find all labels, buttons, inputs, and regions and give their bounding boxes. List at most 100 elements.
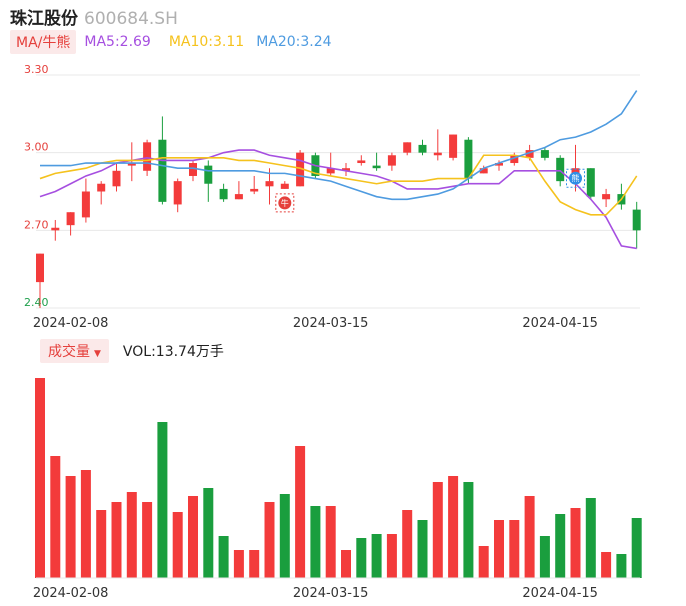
ma20-line — [40, 90, 638, 201]
candle-body — [326, 168, 335, 174]
candle-body — [479, 168, 488, 174]
chevron-down-icon: ▼ — [94, 349, 101, 359]
ma-selector-button[interactable]: MA/牛熊 — [10, 30, 77, 54]
volume-bar — [279, 494, 290, 578]
volume-bar — [524, 496, 535, 578]
volume-bar — [371, 534, 382, 578]
candle-body — [372, 165, 381, 169]
candlestick[interactable] — [189, 160, 197, 182]
candlestick[interactable] — [495, 160, 503, 171]
candlestick[interactable] — [464, 137, 473, 184]
volume-bar — [172, 512, 183, 578]
candlestick[interactable] — [602, 188, 611, 208]
volume-bar — [233, 550, 244, 578]
candlestick[interactable] — [387, 152, 396, 171]
title-row: 珠江股份 600684.SH — [10, 4, 178, 29]
candle-body — [632, 209, 641, 231]
candle-body — [66, 212, 75, 226]
candlestick[interactable] — [357, 155, 366, 166]
volume-bar — [631, 518, 642, 578]
candle-body — [189, 163, 197, 176]
candlestick[interactable] — [540, 147, 549, 161]
volume-bar — [341, 550, 351, 578]
volume-bar — [539, 536, 550, 578]
candlestick[interactable] — [265, 168, 274, 205]
candlestick[interactable] — [127, 142, 136, 182]
volume-bar — [402, 510, 413, 578]
candlestick[interactable] — [280, 181, 289, 189]
y-tick-label: 2.70 — [24, 218, 49, 231]
y-tick-label: 2.40 — [24, 296, 49, 309]
candle-body — [51, 227, 60, 231]
candlestick[interactable] — [632, 201, 641, 249]
candlestick[interactable] — [250, 175, 259, 195]
volume-x-tick-label: 2024-03-15 — [293, 586, 369, 601]
candle-body — [449, 134, 458, 158]
candlestick[interactable] — [204, 160, 213, 202]
candlestick[interactable] — [234, 181, 243, 200]
candle-body — [342, 168, 350, 171]
stock-name: 珠江股份 — [10, 9, 78, 29]
x-tick-label: 2024-04-15 — [522, 316, 598, 331]
volume-bar — [35, 378, 45, 578]
candlestick[interactable] — [112, 163, 121, 192]
candle-body — [204, 165, 213, 184]
candlestick[interactable] — [617, 183, 626, 210]
volume-selector-button[interactable]: 成交量 ▼ — [40, 339, 109, 363]
candle-body — [112, 170, 121, 187]
x-tick-label: 2024-02-08 — [33, 316, 109, 331]
candlestick[interactable] — [342, 163, 350, 176]
bull-badge-icon: 牛 — [275, 193, 295, 213]
volume-bar — [463, 482, 474, 578]
candle-body — [280, 183, 289, 189]
candle-body — [510, 155, 519, 164]
candlestick[interactable] — [433, 129, 442, 161]
candlestick[interactable] — [66, 212, 75, 236]
volume-bar — [80, 470, 91, 578]
volume-bar — [494, 520, 504, 578]
volume-bar — [203, 488, 214, 578]
volume-bar — [570, 508, 581, 578]
volume-bar — [432, 482, 443, 578]
candlestick[interactable] — [173, 178, 182, 213]
candlestick[interactable] — [51, 219, 60, 241]
volume-bar — [417, 520, 428, 578]
candle-body — [540, 150, 549, 158]
volume-x-tick-label: 2024-02-08 — [33, 586, 109, 601]
volume-bar — [448, 476, 459, 578]
ma10-line — [39, 154, 638, 216]
candlestick[interactable] — [449, 134, 458, 161]
x-tick-label: 2024-03-15 — [293, 316, 369, 331]
candle-body — [296, 152, 305, 187]
candlestick[interactable] — [326, 152, 335, 176]
candlestick[interactable] — [219, 183, 228, 202]
candlestick[interactable] — [586, 168, 595, 200]
candle-body — [556, 157, 565, 182]
candle-body — [403, 142, 412, 153]
candlestick[interactable] — [479, 165, 488, 174]
volume-bar — [65, 476, 76, 578]
volume-bar — [295, 446, 306, 578]
volume-bar — [264, 502, 275, 578]
candlestick[interactable] — [36, 253, 44, 308]
volume-bar — [126, 492, 137, 578]
candle-body — [173, 181, 182, 205]
candle-body — [418, 144, 427, 153]
volume-bar — [310, 506, 321, 578]
candlestick[interactable] — [418, 139, 427, 156]
volume-bar — [478, 546, 489, 578]
volume-value: VOL:13.74万手 — [122, 344, 224, 360]
candlestick[interactable] — [81, 178, 90, 223]
candle-body — [265, 181, 274, 187]
candlestick[interactable] — [97, 181, 106, 205]
volume-bar — [157, 422, 168, 578]
candlestick[interactable] — [403, 142, 412, 156]
price-chart[interactable]: 3.30 3.00 2.70 2.40 牛 熊 2024-02-08 2024-03-15 20… — [0, 0, 686, 335]
volume-selector-label: 成交量 — [48, 344, 90, 360]
candle-body — [387, 155, 396, 166]
candle-body — [219, 188, 228, 200]
volume-bar — [325, 506, 336, 578]
marker-label: 熊 — [572, 173, 580, 183]
candlestick[interactable] — [372, 152, 381, 171]
y-tick-label: 3.00 — [24, 141, 49, 154]
